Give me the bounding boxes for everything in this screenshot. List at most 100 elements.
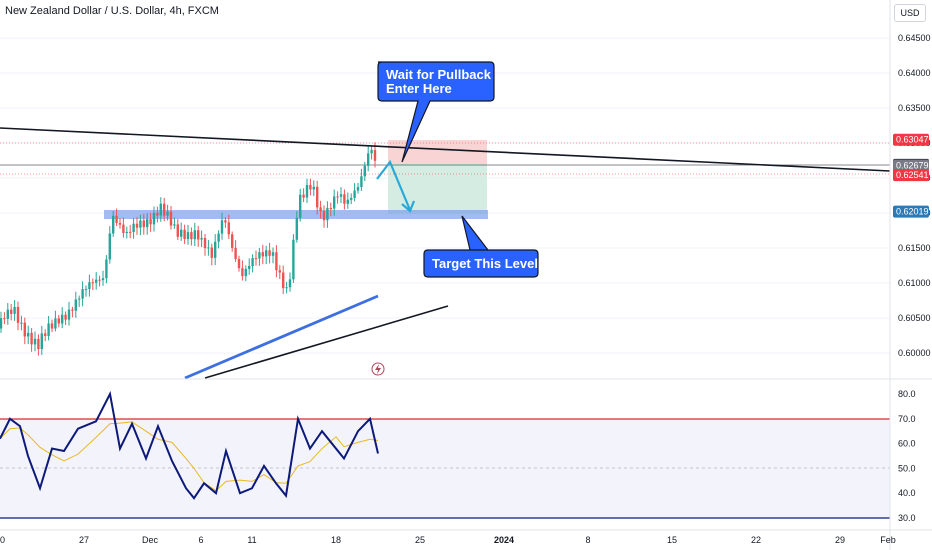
candle [0,311,3,333]
candle [88,274,91,297]
candle [27,325,30,345]
candle [37,334,40,356]
candle [84,285,88,297]
candle [237,255,241,272]
candle [40,325,43,355]
time-tick-label: 29 [835,535,845,545]
pullback-arrow[interactable] [376,159,412,211]
candle [207,239,210,256]
candle [71,306,74,318]
candle [251,254,254,273]
price-badge: 0.62019 [893,205,929,218]
candle [112,211,115,237]
entry-callout-line2: Enter Here [386,81,452,96]
candle [200,230,203,248]
time-axis[interactable]: 0 27 Dec 6 11 18 25 2024 8 15 22 29 Feb [0,535,896,545]
candle [50,319,54,333]
candle [163,197,166,222]
rsi-tick-label: 30.0 [898,513,916,523]
candle [129,224,132,239]
price-tick-label: 0.61500 [898,243,931,253]
rsi-axis[interactable]: 80.0 70.0 60.0 50.0 40.0 30.0 [898,389,916,523]
candle [101,270,105,286]
candle [220,212,224,240]
price-axis[interactable]: 0.645000.640000.635000.630000.625000.620… [898,33,931,358]
candle [125,226,128,239]
flash-icon[interactable] [371,362,385,376]
candle [47,315,50,341]
descending-trendline[interactable] [0,127,891,172]
entry-callout-line1: Wait for Pullback [386,67,492,82]
svg-text:0.62019: 0.62019 [896,207,929,217]
candlestick-series [0,142,377,356]
entry-callout[interactable] [377,61,495,163]
candle [74,291,77,318]
candle [224,217,227,228]
candle [333,189,336,216]
candle [299,188,302,222]
candle [81,281,84,307]
time-tick-label: 15 [667,535,677,545]
candle [261,244,264,265]
candle [122,217,125,238]
candle [139,214,142,236]
candle [203,233,207,256]
candle [285,281,288,294]
price-tick-label: 0.61000 [898,278,931,288]
time-tick-label: 2024 [494,535,514,545]
price-badge: 0.62541 [893,169,929,182]
candle [319,200,322,219]
candle [67,301,71,326]
candle [227,214,230,240]
candle [326,201,329,228]
time-tick-label: 8 [585,535,590,545]
candle [176,219,179,241]
ascending-trendline-blue[interactable] [184,294,379,380]
candle [98,275,101,287]
candle [271,247,275,264]
candle [282,265,285,295]
candle [64,311,67,325]
candle [305,178,309,203]
candle [292,234,295,283]
rsi-tick-label: 60.0 [898,439,916,449]
price-tick-label: 0.64000 [898,68,931,78]
callouts: Wait for Pullback Enter Here Target This… [377,61,539,278]
candle [13,300,16,321]
price-badge: 0.62679 [893,159,929,172]
rsi-pane [0,390,890,519]
arrow-head-icon [401,200,416,213]
price-tick-label: 0.63500 [898,103,931,113]
currency-button[interactable]: USD [894,4,926,22]
symbol-title: New Zealand Dollar / U.S. Dollar, 4h, FX… [5,5,219,17]
candle [258,248,261,266]
time-tick-label: 18 [331,535,341,545]
candle [370,146,373,160]
candle [316,180,319,215]
candle [180,222,183,241]
candle [30,328,33,352]
candle [16,301,20,331]
candle [115,208,118,227]
candle [3,312,6,325]
candle [146,213,149,235]
candle [214,234,217,266]
candle [278,265,281,280]
price-levels [0,142,890,175]
candle [302,188,305,203]
time-tick-label: Dec [142,535,159,545]
candle [288,272,292,292]
candle [44,329,47,342]
time-tick-label: 22 [751,535,761,545]
candle [353,183,356,202]
ascending-trendline-black[interactable] [204,305,449,379]
svg-text:0.63047: 0.63047 [896,135,929,145]
svg-text:0.62679: 0.62679 [896,160,929,170]
rsi-tick-label: 40.0 [898,488,916,498]
time-tick-label: 6 [198,535,203,545]
candle [234,240,237,262]
candle [152,206,156,232]
candle [23,317,26,345]
target-callout[interactable] [423,215,539,278]
